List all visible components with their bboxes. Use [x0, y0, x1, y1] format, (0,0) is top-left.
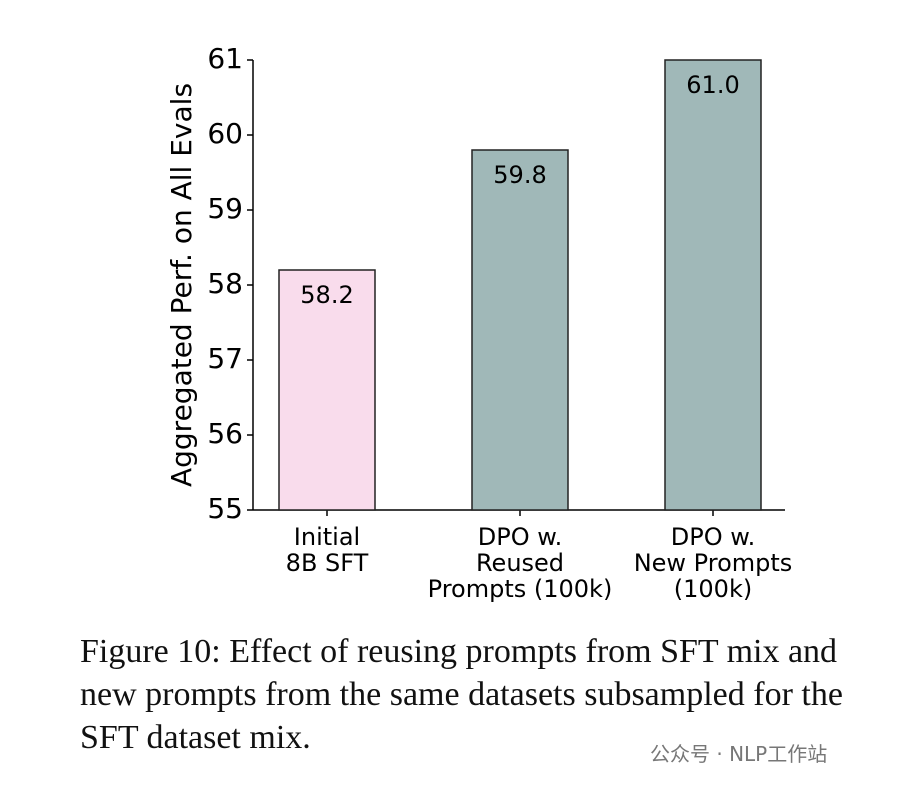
- x-tick-label-line: Reused: [476, 549, 564, 577]
- x-tick-label-line: Initial: [294, 523, 360, 551]
- value-label: 58.2: [300, 281, 353, 309]
- value-label: 61.0: [686, 71, 739, 99]
- y-tick-label: 56: [207, 417, 243, 450]
- x-tick-label-line: New Prompts: [634, 549, 793, 577]
- x-tick-label-line: Prompts (100k): [428, 575, 613, 603]
- y-tick-label: 59: [207, 192, 243, 225]
- bar: [471, 149, 569, 511]
- x-tick-label: Initial 8B SFT: [286, 523, 369, 577]
- y-tick-label: 61: [207, 42, 243, 75]
- x-tick-label-line: 8B SFT: [286, 549, 369, 577]
- watermark: 公众号 · NLP工作站: [650, 742, 828, 766]
- x-tick-label-line: DPO w.: [671, 523, 756, 551]
- y-tick-label: 60: [207, 117, 243, 150]
- caption: Figure 10: Effect of reusing prompts fro…: [80, 633, 843, 756]
- x-tick-label-line: DPO w.: [478, 523, 563, 551]
- value-label: 59.8: [493, 161, 546, 189]
- bar: [664, 59, 762, 511]
- y-tick-label: 58: [207, 267, 243, 300]
- bar: [278, 269, 376, 511]
- y-tick-label: 55: [207, 492, 243, 525]
- x-tick-label: DPO w. New Prompts (100k): [634, 523, 793, 603]
- y-tick-label: 57: [207, 342, 243, 375]
- x-tick-label-line: (100k): [674, 575, 752, 603]
- x-tick-label: DPO w. Reused Prompts (100k): [428, 523, 613, 603]
- chart: Aggregated Perf. on All Evals 55 56 57 58 59…: [165, 42, 793, 603]
- y-axis-label: Aggregated Perf. on All Evals: [165, 83, 198, 487]
